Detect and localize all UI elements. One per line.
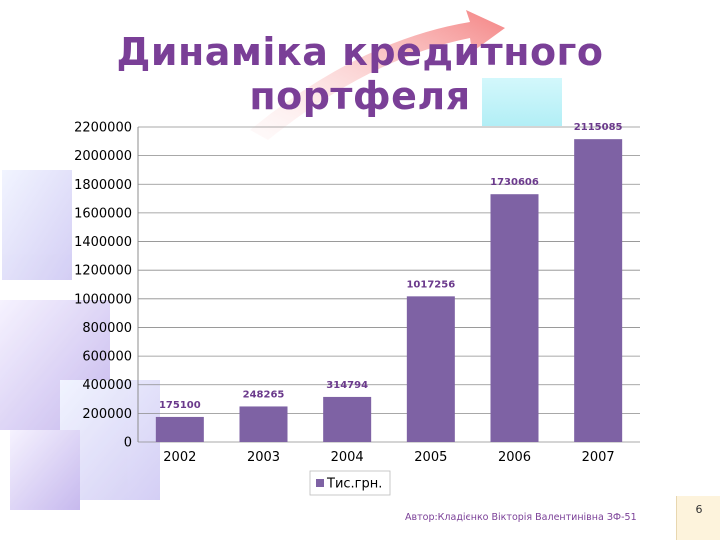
data-label: 2115085 [574, 122, 623, 133]
data-label: 175100 [159, 400, 201, 411]
y-tick-label: 1800000 [74, 178, 132, 193]
bar [155, 416, 204, 442]
y-tick-label: 600000 [82, 350, 132, 365]
y-tick-label: 400000 [82, 378, 132, 393]
bar [406, 296, 455, 442]
y-tick-label: 1400000 [74, 235, 132, 250]
x-tick-label: 2003 [247, 450, 280, 465]
footer-author: Автор:Кладієнко Вікторія Валентинівна ЗФ… [405, 512, 637, 523]
bar [323, 396, 372, 442]
bar [239, 406, 288, 442]
y-tick-label: 200000 [82, 407, 132, 422]
page-number: 6 [676, 496, 720, 540]
legend-swatch [316, 479, 324, 487]
data-label: 248265 [243, 389, 285, 400]
cyan-block-icon [482, 78, 562, 126]
data-label: 1017256 [406, 279, 455, 290]
y-tick-label: 1200000 [74, 264, 132, 279]
x-tick-label: 2006 [498, 450, 531, 465]
x-tick-label: 2004 [331, 450, 364, 465]
legend-label: Тис.грн. [326, 477, 382, 492]
y-tick-label: 1000000 [74, 292, 132, 307]
data-label: 1730606 [490, 177, 539, 188]
y-tick-label: 2200000 [74, 121, 132, 136]
x-tick-label: 2002 [163, 450, 196, 465]
x-tick-label: 2007 [582, 450, 615, 465]
slide-title: Динаміка кредитного портфеля [116, 30, 604, 118]
bar [490, 194, 539, 442]
y-tick-label: 1600000 [74, 206, 132, 221]
y-tick-label: 0 [124, 436, 132, 451]
y-tick-label: 800000 [82, 321, 132, 336]
cube-icon [0, 170, 160, 510]
red-arrow-icon [250, 10, 505, 140]
data-label: 314794 [326, 380, 368, 391]
x-tick-label: 2005 [414, 450, 447, 465]
bar [574, 139, 623, 443]
y-tick-label: 2000000 [74, 149, 132, 164]
